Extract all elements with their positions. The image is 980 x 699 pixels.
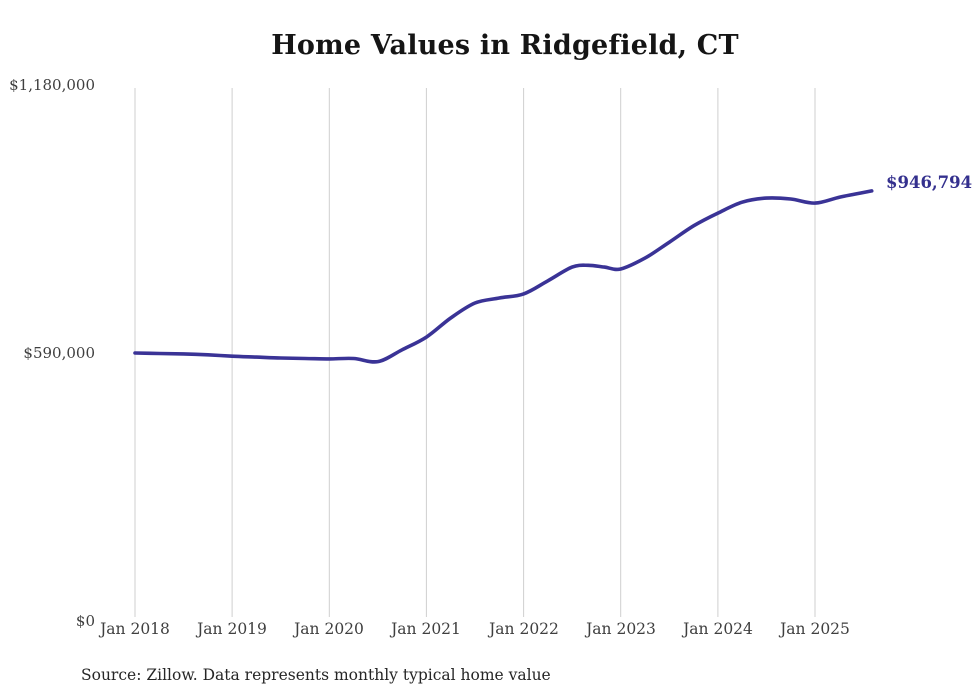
x-axis-label-2019: Jan 2019 [197, 620, 267, 638]
home-value-line-series [133, 189, 874, 364]
x-axis-label-2025: Jan 2025 [780, 620, 850, 638]
gridlines [134, 88, 816, 617]
y-axis-label-mid: $590,000 [23, 344, 95, 362]
x-axis-label-2023: Jan 2023 [586, 620, 656, 638]
latest-value-label: $946,794 [886, 173, 973, 192]
y-axis-label-zero: $0 [75, 612, 95, 630]
x-axis-label-2021: Jan 2021 [391, 620, 461, 638]
y-axis-label-top: $1,180,000 [9, 76, 95, 94]
source-note: Source: Zillow. Data represents monthly … [81, 666, 551, 684]
x-axis-label-2022: Jan 2022 [489, 620, 559, 638]
x-axis-label-2020: Jan 2020 [294, 620, 364, 638]
x-axis-label-2024: Jan 2024 [683, 620, 753, 638]
chart-title: Home Values in Ridgefield, CT [271, 30, 739, 61]
x-axis-label-2018: Jan 2018 [100, 620, 170, 638]
